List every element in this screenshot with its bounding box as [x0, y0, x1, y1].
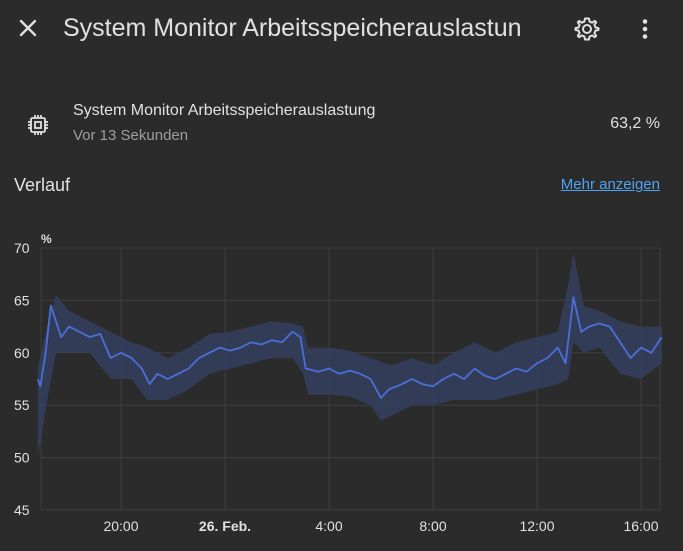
close-button[interactable] [14, 14, 42, 42]
entity-last-changed: Vor 13 Sekunden [73, 127, 189, 144]
more-options-button[interactable] [631, 15, 659, 43]
entity-value: 63,2 % [610, 115, 660, 132]
x-tick-label: 20:00 [103, 518, 138, 534]
x-tick-label: 8:00 [419, 518, 446, 534]
memory-usage-line [36, 296, 663, 399]
history-title: Verlauf [14, 175, 71, 195]
history-chart[interactable]: 45 50 55 60 65 70 20:00 26. Feb. 4:00 8:00 12:00 1… [0, 228, 683, 551]
y-tick-label: 45 [14, 502, 30, 518]
x-axis-ticks: 20:00 26. Feb. 4:00 8:00 12:00 16:00 [103, 518, 658, 534]
entity-row[interactable]: System Monitor Arbeitsspeicherauslastung… [0, 95, 683, 155]
memory-chip-icon [28, 115, 48, 135]
x-tick-label: 12:00 [519, 518, 554, 534]
y-tick-label: 65 [14, 292, 30, 308]
dialog-title: System Monitor Arbeitsspeicherauslastun [63, 14, 522, 42]
gear-icon [574, 17, 600, 41]
x-tick-label: 26. Feb. [199, 518, 251, 534]
dialog-header: System Monitor Arbeitsspeicherauslastun [0, 0, 683, 56]
entity-name: System Monitor Arbeitsspeicherauslastung [73, 102, 376, 119]
more-vertical-icon [642, 19, 648, 39]
y-axis-ticks: 45 50 55 60 65 70 [14, 240, 30, 518]
y-tick-label: 50 [14, 450, 30, 466]
show-more-link[interactable]: Mehr anzeigen [560, 176, 660, 193]
x-tick-label: 16:00 [623, 518, 658, 534]
settings-button[interactable] [573, 15, 601, 43]
y-axis-unit: % [41, 232, 52, 246]
y-tick-label: 60 [14, 345, 30, 361]
close-icon [19, 19, 37, 37]
y-tick-label: 55 [14, 397, 30, 413]
min-max-band [37, 253, 662, 458]
y-tick-label: 70 [14, 240, 30, 256]
x-tick-label: 4:00 [315, 518, 342, 534]
